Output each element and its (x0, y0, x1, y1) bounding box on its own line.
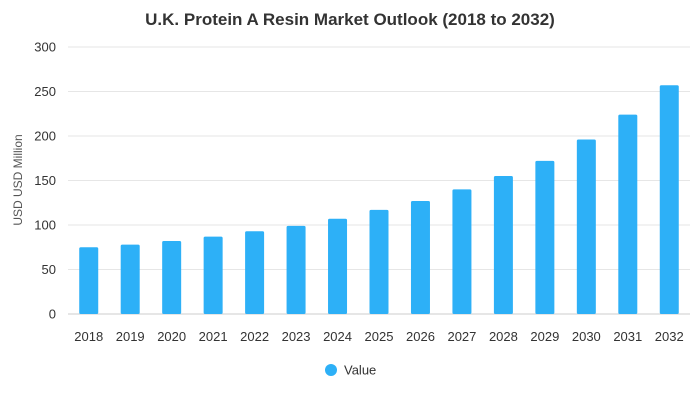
x-tick-label: 2029 (530, 329, 559, 344)
bar[interactable] (659, 85, 679, 315)
legend-swatch (325, 364, 337, 376)
bar[interactable] (493, 176, 513, 314)
y-tick-label: 250 (34, 84, 56, 99)
bar[interactable] (328, 218, 348, 314)
bar[interactable] (369, 209, 389, 314)
y-tick-label: 100 (34, 218, 56, 233)
bar[interactable] (452, 189, 472, 314)
x-tick-label: 2032 (655, 329, 684, 344)
x-tick-label: 2026 (406, 329, 435, 344)
x-tick-label: 2028 (489, 329, 518, 344)
x-tick-label: 2023 (282, 329, 311, 344)
x-axis-ticks: 2018 2019 2020 2021 2022 2023 2024 2025 2026 2027… (74, 329, 683, 344)
x-tick-label: 2025 (365, 329, 394, 344)
legend-label: Value (344, 363, 376, 378)
x-tick-label: 2024 (323, 329, 352, 344)
bar[interactable] (286, 225, 306, 314)
x-tick-label: 2021 (199, 329, 228, 344)
bar[interactable] (618, 114, 638, 314)
y-tick-label: 300 (34, 40, 56, 55)
x-tick-label: 2018 (74, 329, 103, 344)
x-tick-label: 2030 (572, 329, 601, 344)
bar[interactable] (576, 139, 596, 314)
bar[interactable] (162, 241, 182, 314)
x-tick-label: 2022 (240, 329, 269, 344)
bar[interactable] (410, 200, 430, 314)
bar[interactable] (120, 244, 140, 314)
x-tick-label: 2031 (613, 329, 642, 344)
y-tick-label: 0 (49, 307, 56, 322)
y-tick-label: 50 (42, 262, 56, 277)
y-axis-ticks: 0 50 100 150 200 250 300 (34, 40, 56, 322)
bar[interactable] (535, 160, 555, 314)
bar[interactable] (245, 231, 265, 314)
bars (79, 85, 679, 315)
y-axis-label: USD USD Million (11, 134, 25, 225)
y-tick-label: 200 (34, 129, 56, 144)
x-tick-label: 2027 (447, 329, 476, 344)
legend[interactable]: Value (325, 363, 376, 378)
x-tick-label: 2019 (116, 329, 145, 344)
chart-title: U.K. Protein A Resin Market Outlook (201… (145, 10, 555, 29)
bar[interactable] (203, 236, 223, 314)
y-tick-label: 150 (34, 173, 56, 188)
x-tick-label: 2020 (157, 329, 186, 344)
bar[interactable] (79, 247, 99, 314)
